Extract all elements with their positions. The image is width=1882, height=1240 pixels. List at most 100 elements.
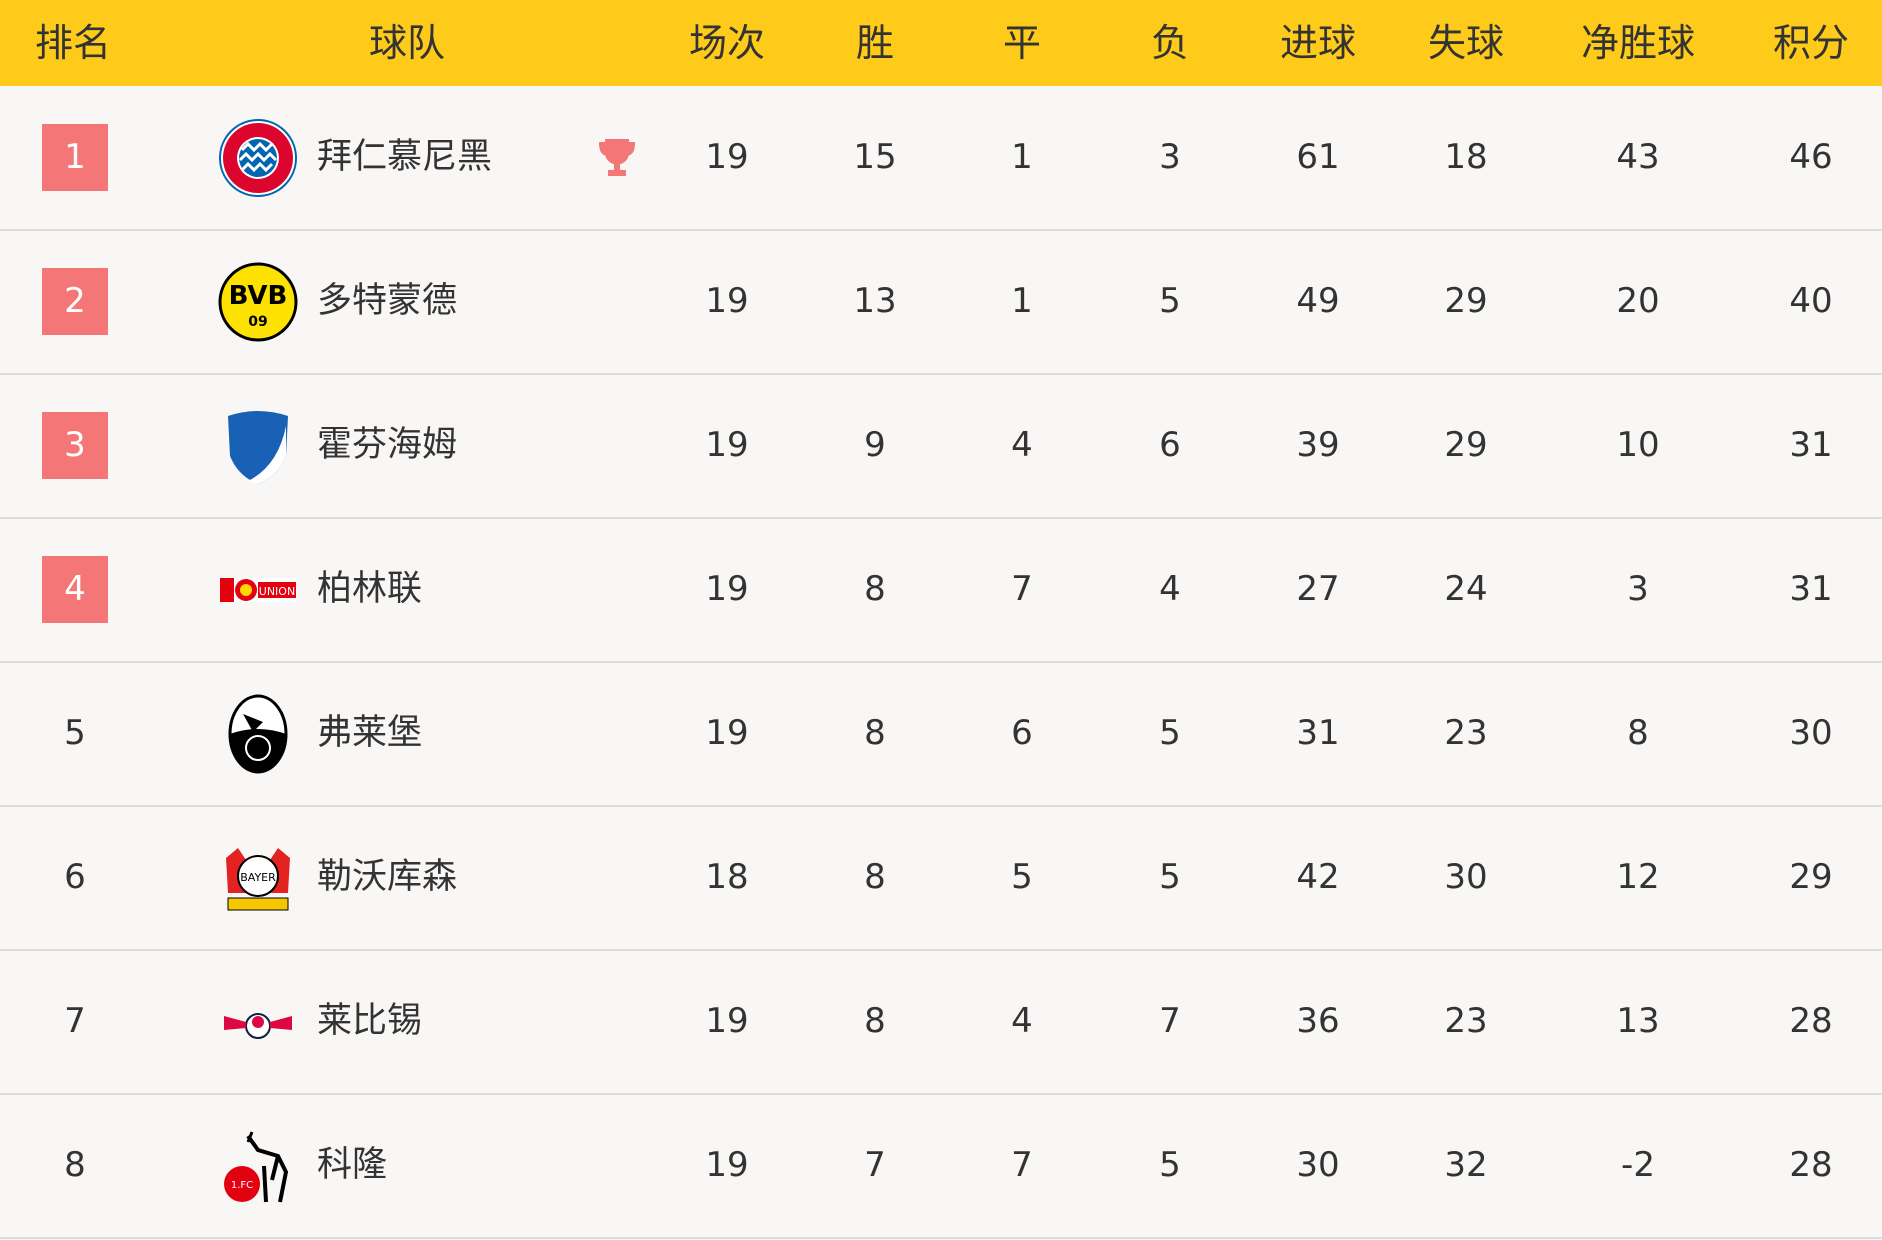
cell-won: 8 [864,713,886,753]
cell-lost: 4 [1159,569,1181,609]
freiburg-logo [228,694,288,774]
header-played[interactable]: 场次 [688,21,766,65]
cell-ga: 32 [1444,1145,1488,1185]
cell-gf: 39 [1296,425,1340,465]
team-name[interactable]: 莱比锡 [317,1001,423,1041]
rank-badge: 8 [64,1145,86,1185]
table-row[interactable]: 3 霍芬海姆 19 9 4 6 39 29 10 31 [0,374,1882,519]
header-lost[interactable]: 负 [1150,21,1190,65]
rank-badge: 3 [42,412,108,479]
cell-won: 8 [864,857,886,897]
cell-lost: 3 [1159,137,1181,177]
team-name[interactable]: 多特蒙德 [317,281,458,321]
cell-gd: 3 [1627,569,1649,609]
cell-won: 15 [853,137,897,177]
header-team[interactable]: 球队 [368,21,446,65]
cell-played: 19 [705,425,749,465]
table-row[interactable]: 5 弗莱堡 19 8 6 5 31 23 8 30 [0,662,1882,807]
cell-gd: 20 [1616,281,1660,321]
cell-ga: 18 [1444,137,1488,177]
hoffenheim-logo [228,411,288,484]
cell-played: 19 [705,137,749,177]
rank-badge: 5 [64,713,86,753]
team-name[interactable]: 柏林联 [317,569,423,609]
cell-pts: 30 [1789,713,1833,753]
cell-lost: 5 [1159,857,1181,897]
cell-drawn: 4 [1011,425,1033,465]
cell-gf: 36 [1296,1001,1340,1041]
cell-drawn: 1 [1011,281,1033,321]
cell-drawn: 1 [1011,137,1033,177]
cell-ga: 30 [1444,857,1488,897]
cell-lost: 5 [1159,713,1181,753]
table-row[interactable]: 4 UNION 柏林联 19 8 7 4 27 24 3 31 [0,518,1882,663]
team-name[interactable]: 弗莱堡 [317,713,423,753]
cell-drawn: 5 [1011,857,1033,897]
cell-ga: 29 [1444,425,1488,465]
cell-pts: 31 [1789,425,1833,465]
cell-lost: 5 [1159,281,1181,321]
header-goal-difference[interactable]: 净胜球 [1580,21,1696,65]
rank-badge: 7 [64,1001,86,1041]
team-name[interactable]: 拜仁慕尼黑 [317,137,493,177]
cell-drawn: 6 [1011,713,1033,753]
trophy-icon [598,139,636,176]
header-rank[interactable]: 排名 [34,21,112,65]
rank-badge: 2 [42,268,108,335]
cell-played: 18 [705,857,749,897]
union-berlin-logo: UNION [220,578,296,602]
cell-pts: 28 [1789,1145,1833,1185]
header-points[interactable]: 积分 [1772,21,1850,65]
cell-ga: 23 [1444,713,1488,753]
table-row[interactable]: 8 1.FC 科隆 19 7 7 5 30 32 -2 28 [0,1094,1882,1239]
table-row[interactable]: 7 莱比锡 19 8 4 7 36 23 13 28 [0,950,1882,1095]
cell-pts: 46 [1789,137,1833,177]
header-won[interactable]: 胜 [855,21,895,65]
svg-text:09: 09 [248,314,267,330]
cell-gd: -2 [1621,1145,1655,1185]
cell-gf: 49 [1296,281,1340,321]
cell-won: 7 [864,1145,886,1185]
table-row[interactable]: 6 BAYER 勒沃库森 18 8 5 5 42 30 12 29 [0,806,1882,951]
rank-badge: 1 [42,124,108,191]
rank-badge: 4 [42,556,108,623]
cell-ga: 24 [1444,569,1488,609]
cell-gf: 31 [1296,713,1340,753]
bayern-logo [219,119,297,197]
cell-pts: 31 [1789,569,1833,609]
cell-drawn: 4 [1011,1001,1033,1041]
header-goals-for[interactable]: 进球 [1279,21,1357,65]
cell-drawn: 7 [1011,1145,1033,1185]
cell-gf: 61 [1296,137,1340,177]
svg-text:1.FC: 1.FC [231,1180,253,1191]
table-row[interactable]: 2 BVB 09 多特蒙德 19 13 1 5 49 29 20 40 [0,230,1882,375]
cell-gf: 42 [1296,857,1340,897]
header-goals-against[interactable]: 失球 [1427,21,1505,65]
cell-lost: 5 [1159,1145,1181,1185]
cell-gf: 30 [1296,1145,1340,1185]
cell-won: 8 [864,1001,886,1041]
cell-drawn: 7 [1011,569,1033,609]
cell-won: 8 [864,569,886,609]
header-drawn[interactable]: 平 [1002,21,1042,65]
team-name[interactable]: 勒沃库森 [317,857,458,897]
cell-pts: 40 [1789,281,1833,321]
leverkusen-logo: BAYER [226,848,290,911]
cell-gd: 10 [1616,425,1660,465]
cell-pts: 28 [1789,1001,1833,1041]
table-row[interactable]: 1 拜仁慕尼黑 19 15 1 3 61 18 43 46 [0,86,1882,231]
koln-logo: 1.FC [224,1131,289,1203]
svg-text:BAYER: BAYER [240,871,276,884]
cell-played: 19 [705,1145,749,1185]
cell-pts: 29 [1789,857,1833,897]
rank-badge: 6 [64,857,86,897]
table-header: 排名 球队 场次 胜 平 负 进球 失球 净胜球 积分 [0,0,1882,86]
cell-gd: 13 [1616,1001,1660,1041]
svg-text:UNION: UNION [259,585,295,598]
svg-text:BVB: BVB [229,281,288,311]
cell-played: 19 [705,713,749,753]
team-name[interactable]: 霍芬海姆 [317,425,458,465]
team-name[interactable]: 科隆 [317,1145,388,1185]
cell-ga: 23 [1444,1001,1488,1041]
cell-lost: 7 [1159,1001,1181,1041]
